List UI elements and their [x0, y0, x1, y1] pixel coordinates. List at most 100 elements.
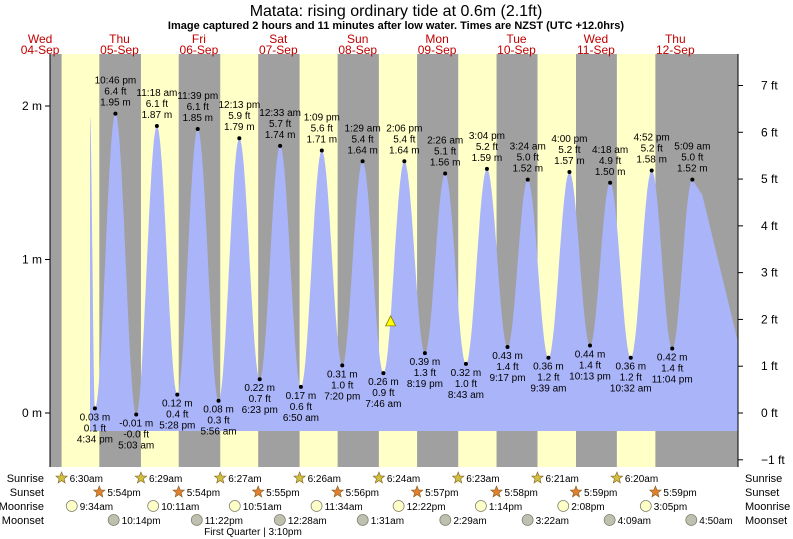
chart-subtitle: Image captured 2 hours and 11 minutes af…	[168, 20, 624, 32]
sunrise-time: 6:24am	[387, 474, 420, 485]
day-headers: Wed04-SepThu05-SepFri06-SepSat07-SepSun0…	[21, 32, 695, 57]
tide-ft-label: 5.1 ft	[434, 147, 456, 158]
day-date-label: 12-Sep	[656, 43, 695, 57]
tide-m-label: 1.95 m	[100, 98, 131, 109]
moonset-icon	[603, 514, 616, 526]
left-tick-label: 2 m	[22, 99, 42, 113]
right-tick-label: 6 ft	[761, 125, 778, 139]
moonrise-icon	[474, 500, 487, 512]
day-date-label: 10-Sep	[497, 43, 536, 57]
tide-time-label: 4:34 pm	[77, 434, 113, 445]
moonset-time: 4:09am	[618, 516, 651, 527]
tide-time-label: 12:13 pm	[218, 100, 260, 111]
tide-time-label: 9:39 am	[530, 384, 566, 395]
day-date-label: 06-Sep	[180, 43, 219, 57]
tide-point	[237, 136, 242, 141]
tide-ft-label: 5.0 ft	[517, 153, 539, 164]
tide-point	[588, 343, 593, 348]
tide-point	[505, 344, 510, 349]
tide-ft-label: 1.4 ft	[661, 364, 683, 375]
moonset-time: 10:14pm	[122, 516, 161, 527]
tide-m-label: 0.03 m	[80, 412, 111, 423]
tide-ft-label: 0.3 ft	[207, 416, 229, 427]
day-date-label: 05-Sep	[100, 43, 139, 57]
sunset-time: 5:54pm	[107, 488, 140, 499]
tide-ft-label: 1.4 ft	[496, 362, 518, 373]
tide-time-label: 9:17 pm	[489, 373, 525, 384]
tide-point	[690, 177, 695, 182]
sunrise-icon	[372, 471, 386, 484]
sunset-icon	[92, 485, 106, 498]
moonrise-icon	[310, 500, 323, 512]
tide-time-label: 11:39 pm	[177, 91, 218, 102]
tide-m-label: 0.32 m	[451, 368, 482, 379]
sunset-time: 5:57pm	[425, 488, 458, 499]
sunrise-time: 6:29am	[149, 474, 182, 485]
sunset-icon	[331, 485, 345, 498]
tide-point	[649, 168, 654, 173]
sunrise-icon	[610, 471, 624, 484]
moonset-icon	[273, 514, 286, 526]
day-name-label: Tue	[506, 32, 527, 46]
tide-time-label: 10:46 pm	[95, 76, 137, 87]
tide-m-label: 0.31 m	[327, 369, 358, 380]
right-tick-label: 1 ft	[761, 359, 778, 373]
moonset-row-label-left: Moonset	[2, 515, 44, 527]
tide-ft-label: 1.0 ft	[455, 379, 477, 390]
tide-point	[319, 148, 324, 153]
tide-m-label: 1.71 m	[307, 135, 338, 146]
sunrise-time: 6:30am	[70, 474, 103, 485]
tide-point	[443, 171, 448, 176]
tide-ft-label: 1.2 ft	[537, 373, 559, 384]
right-tick-label: 0 ft	[761, 406, 778, 420]
sunset-time: 5:54pm	[187, 488, 220, 499]
moonset-time: 3:22am	[536, 516, 569, 527]
moonrise-time: 3:05pm	[654, 502, 687, 513]
tide-time-label: 10:32 am	[610, 384, 652, 395]
tide-time-label: 10:13 pm	[569, 371, 611, 382]
sunset-time: 5:56pm	[346, 488, 379, 499]
moonset-time: 11:22pm	[205, 516, 243, 527]
tide-point	[360, 159, 365, 164]
right-tick-label: 5 ft	[761, 172, 778, 186]
sunset-icon	[648, 485, 662, 498]
sunrise-time: 6:26am	[308, 474, 341, 485]
moonset-icon	[190, 514, 203, 526]
tide-point	[546, 355, 551, 360]
day-name-label: Wed	[584, 32, 608, 46]
tide-point	[154, 123, 159, 128]
tide-ft-label: 5.2 ft	[558, 145, 580, 156]
sunset-time: 5:58pm	[505, 488, 538, 499]
current-level-marker	[384, 315, 397, 327]
astro-rows: Sunrise Sunrise 6:30am 6:29am 6:27am 6:26am 6:…	[0, 471, 790, 538]
moonrise-time: 10:51am	[243, 502, 282, 513]
tide-point	[216, 398, 221, 403]
moonrise-icon	[65, 500, 78, 512]
sunset-time: 5:59pm	[584, 488, 617, 499]
tide-time-label: 11:04 pm	[652, 375, 693, 386]
tide-m-label: 0.43 m	[492, 351, 523, 362]
tide-point	[463, 361, 468, 366]
tide-point	[402, 159, 407, 164]
left-tick-label: 0 m	[22, 406, 42, 420]
tide-m-label: 1.57 m	[554, 156, 585, 167]
tide-time-label: 4:18 am	[592, 145, 628, 156]
tide-point	[670, 346, 675, 351]
tide-time-label: 3:04 pm	[469, 131, 505, 142]
moonset-time: 4:50am	[699, 516, 732, 527]
tide-m-label: 0.12 m	[162, 399, 193, 410]
tide-ft-label: 5.6 ft	[311, 124, 333, 135]
tide-time-label: 5:28 pm	[159, 421, 195, 432]
sunrise-icon	[55, 471, 69, 484]
sunrise-icon	[134, 471, 148, 484]
tide-time-label: 4:00 pm	[551, 134, 587, 145]
moonset-time: 12:28am	[288, 516, 327, 527]
tide-m-label: 0.08 m	[203, 405, 234, 416]
sunset-icon	[410, 485, 424, 498]
tide-point	[195, 127, 200, 132]
day-name-label: Mon	[425, 32, 448, 46]
tide-ft-label: 1.0 ft	[331, 380, 353, 391]
day-date-label: 09-Sep	[418, 43, 457, 57]
tide-point	[257, 377, 262, 382]
